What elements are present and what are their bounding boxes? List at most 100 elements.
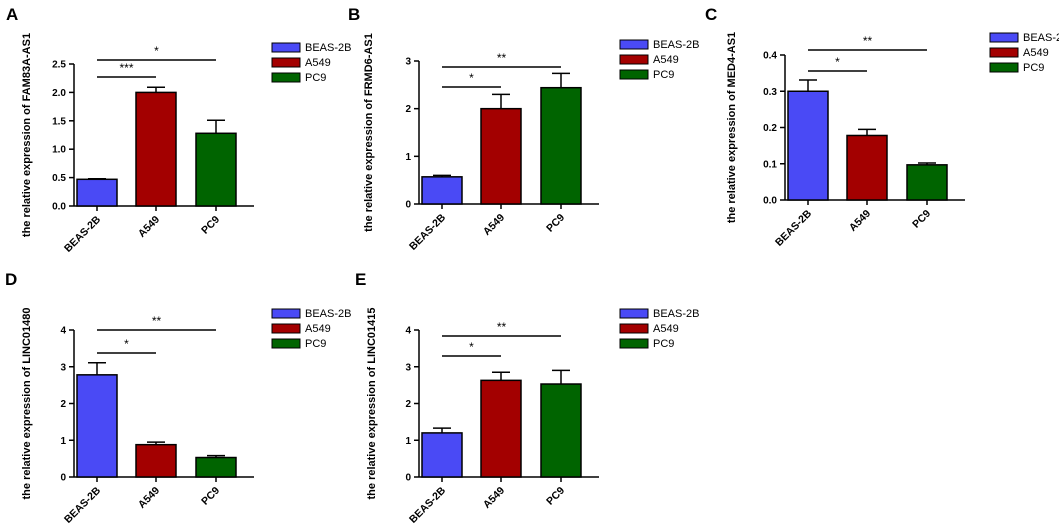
y-axis-title: the relative expression of FAM83A-AS1 bbox=[21, 33, 33, 237]
significance-label: * bbox=[835, 55, 840, 69]
legend-swatch-beas-2b bbox=[619, 39, 649, 50]
significance-label: ** bbox=[152, 314, 162, 328]
x-tick-label-beas-2b: BEAS-2B bbox=[62, 484, 103, 525]
x-tick-label-a549: A549 bbox=[481, 212, 507, 238]
bar-pc9 bbox=[195, 132, 237, 207]
bar-beas-2b bbox=[76, 374, 118, 478]
x-tick-label-pc9: PC9 bbox=[199, 214, 222, 237]
y-axis-title: the relative expression of LINC01415 bbox=[366, 308, 378, 500]
legend-label-pc9: PC9 bbox=[653, 338, 674, 350]
y-tick-label: 1 bbox=[60, 436, 66, 447]
significance-label: ** bbox=[863, 34, 873, 48]
legend-label-pc9: PC9 bbox=[305, 72, 326, 84]
y-tick-label: 1.5 bbox=[52, 116, 66, 127]
bar-beas-2b bbox=[421, 176, 463, 205]
x-tick-label-a549: A549 bbox=[481, 485, 507, 511]
bar-a549 bbox=[135, 91, 177, 207]
legend-swatch-a549 bbox=[271, 323, 301, 334]
x-tick-label-a549: A549 bbox=[847, 208, 873, 234]
y-tick-label: 2 bbox=[405, 399, 411, 410]
y-tick-label: 1 bbox=[405, 436, 411, 447]
y-tick-label: 4 bbox=[60, 326, 66, 337]
panel-label-a: A bbox=[6, 5, 18, 24]
legend-label-beas-2b: BEAS-2B bbox=[305, 308, 351, 320]
legend-swatch-pc9 bbox=[271, 338, 301, 349]
y-tick-label: 3 bbox=[405, 57, 411, 68]
y-tick-label: 1 bbox=[405, 152, 411, 163]
y-tick-label: 3 bbox=[60, 362, 66, 373]
y-tick-label: 0 bbox=[405, 473, 411, 484]
y-tick-label: 2.5 bbox=[52, 60, 66, 71]
legend-swatch-beas-2b bbox=[619, 308, 649, 319]
x-tick-label-pc9: PC9 bbox=[544, 485, 567, 508]
legend-swatch-a549 bbox=[989, 47, 1019, 58]
legend-swatch-a549 bbox=[271, 57, 301, 68]
legend-label-a549: A549 bbox=[653, 323, 679, 335]
legend-swatch-pc9 bbox=[271, 72, 301, 83]
legend-swatch-pc9 bbox=[989, 62, 1019, 73]
x-tick-label-a549: A549 bbox=[136, 485, 162, 511]
legend-label-a549: A549 bbox=[305, 323, 331, 335]
legend-swatch-pc9 bbox=[619, 338, 649, 349]
y-tick-label: 0 bbox=[405, 200, 411, 211]
y-tick-label: 0.0 bbox=[52, 202, 66, 213]
legend-swatch-pc9 bbox=[619, 69, 649, 80]
x-tick-label-beas-2b: BEAS-2B bbox=[407, 211, 448, 252]
y-tick-label: 2 bbox=[405, 104, 411, 115]
panel-label-c: C bbox=[705, 5, 717, 24]
x-tick-label-a549: A549 bbox=[136, 214, 162, 240]
legend-label-beas-2b: BEAS-2B bbox=[653, 308, 699, 320]
bar-a549 bbox=[480, 379, 522, 478]
y-axis-title: the relative expression of FRMD6-AS1 bbox=[363, 33, 375, 232]
significance-label: * bbox=[154, 44, 159, 58]
x-tick-label-pc9: PC9 bbox=[910, 208, 933, 231]
y-tick-label: 2.0 bbox=[52, 88, 66, 99]
bar-a549 bbox=[135, 443, 177, 478]
legend-label-a549: A549 bbox=[305, 57, 331, 69]
bar-a549 bbox=[846, 134, 888, 201]
x-tick-label-beas-2b: BEAS-2B bbox=[773, 207, 814, 248]
legend-label-a549: A549 bbox=[1023, 47, 1049, 59]
legend-label-beas-2b: BEAS-2B bbox=[653, 39, 699, 51]
legend-label-pc9: PC9 bbox=[1023, 62, 1044, 74]
legend-swatch-a549 bbox=[619, 54, 649, 65]
panel-label-b: B bbox=[348, 5, 360, 24]
x-tick-label-beas-2b: BEAS-2B bbox=[407, 484, 448, 525]
significance-label: * bbox=[469, 71, 474, 85]
x-tick-label-pc9: PC9 bbox=[544, 212, 567, 235]
bar-pc9 bbox=[195, 456, 237, 478]
bar-beas-2b bbox=[787, 90, 829, 201]
legend-swatch-beas-2b bbox=[271, 308, 301, 319]
y-tick-label: 4 bbox=[405, 326, 411, 337]
legend-swatch-a549 bbox=[619, 323, 649, 334]
y-tick-label: 2 bbox=[60, 399, 66, 410]
y-axis-title: the relative expression of MED4-AS1 bbox=[726, 32, 738, 223]
x-tick-label-pc9: PC9 bbox=[199, 485, 222, 508]
bar-beas-2b bbox=[76, 178, 118, 207]
legend-label-beas-2b: BEAS-2B bbox=[1023, 32, 1059, 44]
significance-label: ** bbox=[497, 320, 507, 334]
y-tick-label: 0.3 bbox=[763, 87, 777, 98]
bar-beas-2b bbox=[421, 432, 463, 478]
y-tick-label: 0.0 bbox=[763, 196, 777, 207]
panel-label-d: D bbox=[5, 270, 17, 289]
legend-label-pc9: PC9 bbox=[653, 69, 674, 81]
bar-pc9 bbox=[540, 383, 582, 478]
significance-label: *** bbox=[119, 61, 133, 75]
x-tick-label-beas-2b: BEAS-2B bbox=[62, 213, 103, 254]
legend-swatch-beas-2b bbox=[271, 42, 301, 53]
panel-label-e: E bbox=[355, 270, 366, 289]
legend-swatch-beas-2b bbox=[989, 32, 1019, 43]
y-tick-label: 0.1 bbox=[763, 159, 777, 170]
y-tick-label: 1.0 bbox=[52, 145, 66, 156]
bar-pc9 bbox=[906, 164, 948, 201]
y-tick-label: 0 bbox=[60, 473, 66, 484]
significance-label: ** bbox=[497, 51, 507, 65]
y-tick-label: 0.5 bbox=[52, 173, 66, 184]
